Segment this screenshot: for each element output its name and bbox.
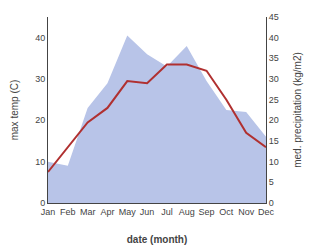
- svg-text:40: 40: [35, 33, 45, 43]
- svg-text:30: 30: [35, 74, 45, 84]
- svg-text:20: 20: [269, 115, 279, 125]
- svg-text:20: 20: [35, 115, 45, 125]
- svg-text:25: 25: [269, 95, 279, 105]
- svg-text:Aug: Aug: [179, 207, 195, 217]
- svg-text:30: 30: [269, 74, 279, 84]
- svg-text:40: 40: [269, 33, 279, 43]
- svg-text:Sep: Sep: [199, 207, 215, 217]
- svg-text:Jun: Jun: [140, 207, 155, 217]
- svg-text:Feb: Feb: [60, 207, 76, 217]
- svg-text:max temp (C): max temp (C): [9, 80, 20, 141]
- svg-text:med. precipitation (kg/m2): med. precipitation (kg/m2): [292, 52, 303, 168]
- svg-text:0: 0: [40, 198, 45, 208]
- svg-text:Oct: Oct: [219, 207, 234, 217]
- svg-text:date (month): date (month): [127, 234, 188, 245]
- svg-text:Dec: Dec: [258, 207, 275, 217]
- svg-text:10: 10: [35, 157, 45, 167]
- svg-text:Jul: Jul: [161, 207, 173, 217]
- svg-text:35: 35: [269, 53, 279, 63]
- svg-text:45: 45: [269, 12, 279, 22]
- svg-text:Jan: Jan: [41, 207, 56, 217]
- svg-text:May: May: [119, 207, 137, 217]
- svg-text:5: 5: [269, 177, 274, 187]
- svg-text:15: 15: [269, 136, 279, 146]
- svg-text:0: 0: [269, 198, 274, 208]
- svg-text:Mar: Mar: [80, 207, 96, 217]
- svg-text:Nov: Nov: [238, 207, 255, 217]
- svg-text:Apr: Apr: [100, 207, 114, 217]
- svg-text:10: 10: [269, 157, 279, 167]
